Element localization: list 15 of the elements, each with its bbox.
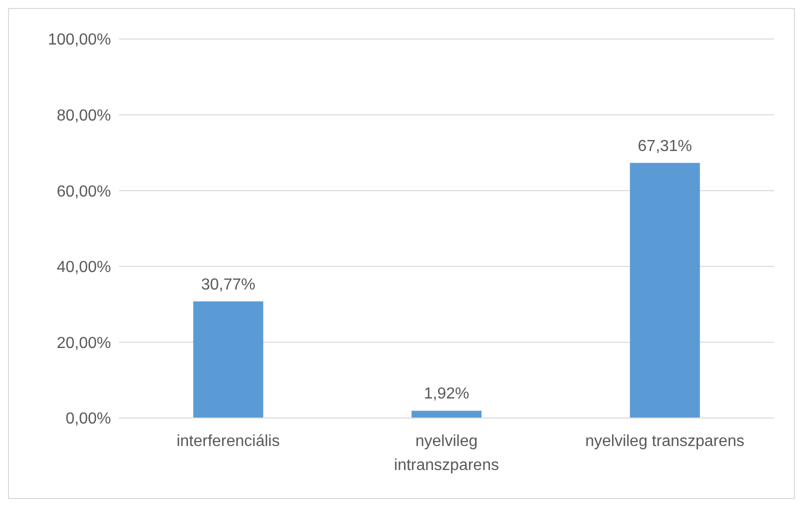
y-tick-label: 40,00%	[56, 259, 111, 276]
bar	[412, 410, 482, 418]
y-tick-label: 80,00%	[56, 107, 111, 124]
data-label: 67,31%	[638, 138, 692, 155]
y-tick-label: 100,00%	[48, 32, 111, 49]
data-label: 1,92%	[424, 386, 470, 403]
y-tick-label: 60,00%	[56, 183, 111, 200]
data-label: 30,77%	[201, 276, 256, 294]
x-tick-label: nyelvileg transzparens	[585, 433, 744, 450]
bar	[193, 301, 264, 418]
bar	[630, 162, 700, 418]
y-tick-label: 20,00%	[56, 334, 111, 352]
x-tick-label: nyelvileg intranszparens	[394, 433, 499, 474]
x-tick-label: interferenciális	[176, 433, 280, 450]
y-tick-label: 0,00%	[66, 410, 111, 428]
